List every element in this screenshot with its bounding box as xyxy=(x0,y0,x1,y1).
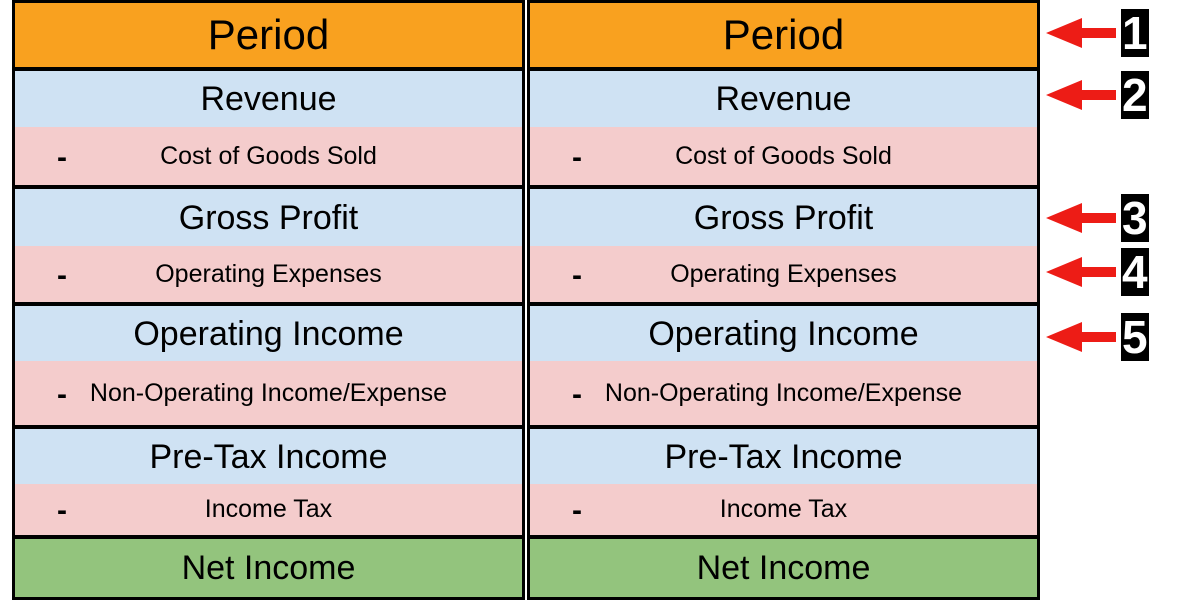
group-net-income: Net Income xyxy=(530,539,1037,597)
group-net-income-calc: Pre-Tax Income - Income Tax xyxy=(15,429,522,539)
annotation-number-badge: 2 xyxy=(1121,69,1149,121)
row-period: Period xyxy=(15,3,522,67)
revenue-label: Revenue xyxy=(715,80,852,118)
annotation-number-badge: 1 xyxy=(1121,7,1149,59)
left-arrow-icon xyxy=(1046,257,1116,287)
left-arrow-icon xyxy=(1046,80,1116,110)
row-net-income: Net Income xyxy=(530,539,1037,597)
operating-income-label: Operating Income xyxy=(648,314,919,353)
minus-sign: - xyxy=(57,140,67,174)
revenue-label: Revenue xyxy=(200,80,337,118)
minus-sign: - xyxy=(572,140,582,174)
annotation-1-period: 1 xyxy=(1046,9,1149,57)
row-cogs: - Cost of Goods Sold xyxy=(530,127,1037,185)
group-period: Period xyxy=(530,3,1037,71)
minus-sign: - xyxy=(572,377,582,411)
minus-sign: - xyxy=(57,494,67,528)
income-table-left: Period Revenue - Cost of Goods Sold Gros… xyxy=(12,0,525,600)
row-non-operating: - Non-Operating Income/Expense xyxy=(15,361,522,425)
row-period: Period xyxy=(530,3,1037,67)
row-operating-expenses: - Operating Expenses xyxy=(530,246,1037,302)
pretax-income-label: Pre-Tax Income xyxy=(149,437,388,476)
row-operating-expenses: - Operating Expenses xyxy=(15,246,522,302)
group-operating-income-calc: Gross Profit - Operating Expenses xyxy=(530,189,1037,306)
income-tax-label: Income Tax xyxy=(204,495,333,523)
row-gross-profit: Gross Profit xyxy=(15,189,522,246)
income-table-right: Period Revenue - Cost of Goods Sold Gros… xyxy=(527,0,1040,600)
group-operating-income-calc: Gross Profit - Operating Expenses xyxy=(15,189,522,306)
group-gross-profit-calc: Revenue - Cost of Goods Sold xyxy=(15,71,522,189)
minus-sign: - xyxy=(572,258,582,292)
minus-sign: - xyxy=(57,258,67,292)
pretax-income-label: Pre-Tax Income xyxy=(664,437,903,476)
non-operating-label: Non-Operating Income/Expense xyxy=(89,378,448,407)
row-operating-income: Operating Income xyxy=(530,306,1037,361)
non-operating-label: Non-Operating Income/Expense xyxy=(604,378,963,407)
tables-wrapper: Period Revenue - Cost of Goods Sold Gros… xyxy=(12,0,1040,600)
period-label: Period xyxy=(207,11,330,58)
group-pretax-calc: Operating Income - Non-Operating Income/… xyxy=(15,306,522,429)
row-operating-income: Operating Income xyxy=(15,306,522,361)
annotation-number-badge: 3 xyxy=(1121,192,1149,244)
income-tax-label: Income Tax xyxy=(719,495,848,523)
gross-profit-label: Gross Profit xyxy=(693,198,874,237)
gross-profit-label: Gross Profit xyxy=(178,198,359,237)
minus-sign: - xyxy=(57,377,67,411)
group-gross-profit-calc: Revenue - Cost of Goods Sold xyxy=(530,71,1037,189)
left-arrow-icon xyxy=(1046,18,1116,48)
row-pretax-income: Pre-Tax Income xyxy=(530,429,1037,484)
annotation-2-revenue: 2 xyxy=(1046,71,1149,119)
net-income-label: Net Income xyxy=(181,549,356,587)
row-cogs: - Cost of Goods Sold xyxy=(15,127,522,185)
row-non-operating: - Non-Operating Income/Expense xyxy=(530,361,1037,425)
minus-sign: - xyxy=(572,494,582,528)
annotation-number-badge: 5 xyxy=(1121,311,1149,363)
group-pretax-calc: Operating Income - Non-Operating Income/… xyxy=(530,306,1037,429)
period-label: Period xyxy=(722,11,845,58)
net-income-label: Net Income xyxy=(696,549,871,587)
left-arrow-icon xyxy=(1046,322,1116,352)
group-period: Period xyxy=(15,3,522,71)
group-net-income-calc: Pre-Tax Income - Income Tax xyxy=(530,429,1037,539)
annotation-4-operating-expenses: 4 xyxy=(1046,248,1149,296)
row-net-income: Net Income xyxy=(15,539,522,597)
cogs-label: Cost of Goods Sold xyxy=(675,141,892,170)
cogs-label: Cost of Goods Sold xyxy=(160,141,377,170)
row-income-tax: - Income Tax xyxy=(530,484,1037,535)
annotation-5-operating-income: 5 xyxy=(1046,313,1149,361)
row-gross-profit: Gross Profit xyxy=(530,189,1037,246)
operating-expenses-label: Operating Expenses xyxy=(155,259,382,288)
annotation-number-badge: 4 xyxy=(1121,246,1149,298)
annotation-3-gross-profit: 3 xyxy=(1046,194,1149,242)
row-revenue: Revenue xyxy=(15,71,522,127)
operating-income-label: Operating Income xyxy=(133,314,404,353)
row-revenue: Revenue xyxy=(530,71,1037,127)
group-net-income: Net Income xyxy=(15,539,522,597)
left-arrow-icon xyxy=(1046,203,1116,233)
row-pretax-income: Pre-Tax Income xyxy=(15,429,522,484)
operating-expenses-label: Operating Expenses xyxy=(670,259,897,288)
row-income-tax: - Income Tax xyxy=(15,484,522,535)
